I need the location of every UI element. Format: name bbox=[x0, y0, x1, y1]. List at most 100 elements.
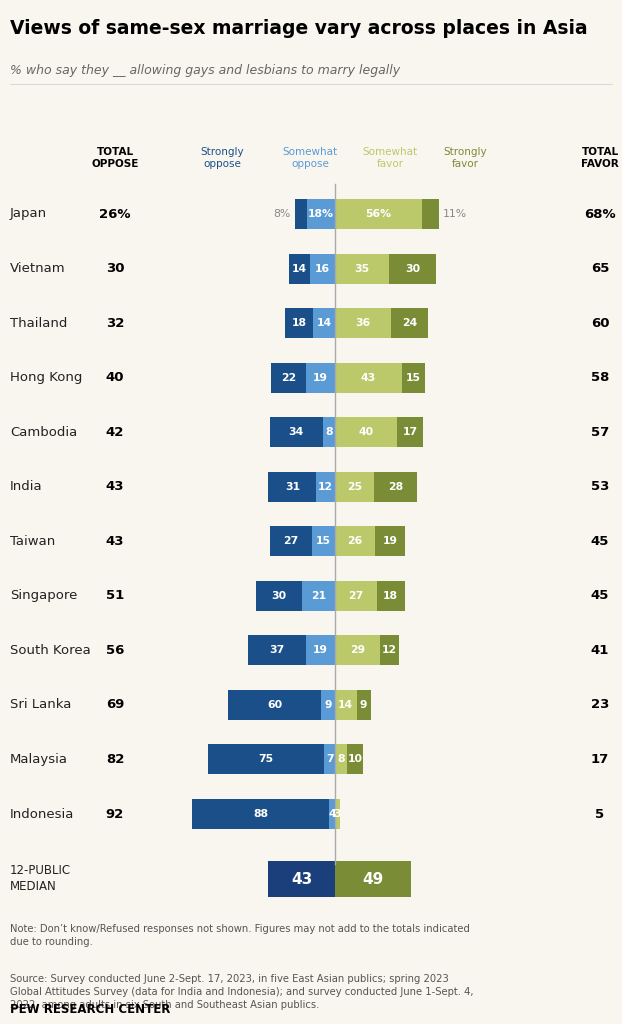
Text: 49: 49 bbox=[363, 871, 384, 887]
Text: 17: 17 bbox=[591, 753, 609, 766]
Bar bbox=[305, 362, 335, 392]
Bar bbox=[302, 581, 335, 611]
Text: 10: 10 bbox=[348, 755, 363, 765]
Bar bbox=[268, 861, 335, 897]
Text: 16: 16 bbox=[315, 263, 330, 273]
Bar bbox=[335, 526, 375, 556]
Bar bbox=[321, 690, 335, 720]
Text: 60: 60 bbox=[591, 316, 610, 330]
Text: 68%: 68% bbox=[584, 208, 616, 220]
Text: 34: 34 bbox=[289, 427, 304, 437]
Text: 25: 25 bbox=[347, 481, 362, 492]
Text: 45: 45 bbox=[591, 535, 609, 548]
Text: 5: 5 bbox=[595, 808, 605, 820]
Text: 14: 14 bbox=[317, 318, 332, 328]
Text: 11%: 11% bbox=[443, 209, 467, 219]
Bar bbox=[248, 635, 305, 666]
Text: 14: 14 bbox=[292, 263, 307, 273]
Text: 8: 8 bbox=[338, 755, 345, 765]
Text: 3: 3 bbox=[333, 809, 341, 819]
Text: 40: 40 bbox=[106, 371, 124, 384]
Text: 17: 17 bbox=[402, 427, 418, 437]
Bar bbox=[323, 417, 335, 447]
Text: 18: 18 bbox=[383, 591, 398, 601]
Text: 22: 22 bbox=[281, 373, 296, 383]
Text: 88: 88 bbox=[253, 809, 268, 819]
Bar bbox=[374, 472, 417, 502]
Text: 30: 30 bbox=[405, 263, 420, 273]
Bar bbox=[375, 526, 405, 556]
Text: 18: 18 bbox=[292, 318, 307, 328]
Text: 60: 60 bbox=[267, 700, 282, 710]
Text: 57: 57 bbox=[591, 426, 609, 438]
Text: 43: 43 bbox=[361, 373, 376, 383]
Text: 56%: 56% bbox=[365, 209, 391, 219]
Text: 26%: 26% bbox=[100, 208, 131, 220]
Text: Source: Survey conducted June 2-Sept. 17, 2023, in five East Asian publics; spri: Source: Survey conducted June 2-Sept. 17… bbox=[10, 974, 473, 1011]
Text: 65: 65 bbox=[591, 262, 609, 275]
Text: TOTAL
FAVOR: TOTAL FAVOR bbox=[581, 147, 619, 169]
Bar bbox=[208, 744, 324, 774]
Bar bbox=[402, 362, 425, 392]
Text: 56: 56 bbox=[106, 644, 124, 656]
Bar bbox=[307, 199, 335, 229]
Text: 8: 8 bbox=[325, 427, 333, 437]
Bar bbox=[389, 254, 436, 284]
Text: Taiwan: Taiwan bbox=[10, 535, 55, 548]
Bar bbox=[192, 799, 329, 829]
Bar bbox=[270, 526, 312, 556]
Text: Sri Lanka: Sri Lanka bbox=[10, 698, 72, 712]
Text: 12: 12 bbox=[318, 481, 333, 492]
Text: Strongly
favor: Strongly favor bbox=[443, 147, 487, 169]
Text: Somewhat
oppose: Somewhat oppose bbox=[282, 147, 338, 169]
Bar bbox=[397, 417, 424, 447]
Bar bbox=[335, 799, 340, 829]
Text: 30: 30 bbox=[272, 591, 287, 601]
Text: 19: 19 bbox=[313, 645, 328, 655]
Text: Note: Don’t know/Refused responses not shown. Figures may not add to the totals : Note: Don’t know/Refused responses not s… bbox=[10, 924, 470, 947]
Text: Indonesia: Indonesia bbox=[10, 808, 75, 820]
Text: 51: 51 bbox=[106, 590, 124, 602]
Bar bbox=[348, 744, 363, 774]
Bar bbox=[295, 199, 307, 229]
Text: 69: 69 bbox=[106, 698, 124, 712]
Text: 30: 30 bbox=[106, 262, 124, 275]
Text: 14: 14 bbox=[338, 700, 353, 710]
Text: 9: 9 bbox=[324, 700, 332, 710]
Text: 41: 41 bbox=[591, 644, 609, 656]
Bar bbox=[380, 635, 399, 666]
Text: 26: 26 bbox=[348, 537, 363, 546]
Bar bbox=[313, 308, 335, 338]
Text: 15: 15 bbox=[406, 373, 420, 383]
Bar bbox=[356, 690, 371, 720]
Text: 27: 27 bbox=[348, 591, 363, 601]
Text: 18%: 18% bbox=[308, 209, 334, 219]
Text: 36: 36 bbox=[355, 318, 371, 328]
Text: India: India bbox=[10, 480, 43, 494]
Bar bbox=[289, 254, 310, 284]
Bar bbox=[335, 417, 397, 447]
Bar bbox=[310, 254, 335, 284]
Bar bbox=[335, 581, 377, 611]
Bar bbox=[335, 635, 380, 666]
Bar bbox=[335, 744, 348, 774]
Bar bbox=[422, 199, 439, 229]
Text: 40: 40 bbox=[358, 427, 374, 437]
Text: % who say they __ allowing gays and lesbians to marry legally: % who say they __ allowing gays and lesb… bbox=[10, 63, 400, 77]
Bar bbox=[335, 362, 402, 392]
Bar bbox=[335, 472, 374, 502]
Text: Malaysia: Malaysia bbox=[10, 753, 68, 766]
Text: 7: 7 bbox=[326, 755, 333, 765]
Bar bbox=[312, 526, 335, 556]
Text: 12: 12 bbox=[382, 645, 397, 655]
Text: 42: 42 bbox=[106, 426, 124, 438]
Text: 4: 4 bbox=[328, 809, 336, 819]
Bar bbox=[271, 362, 305, 392]
Text: 75: 75 bbox=[259, 755, 274, 765]
Text: 23: 23 bbox=[591, 698, 609, 712]
Text: 43: 43 bbox=[106, 480, 124, 494]
Bar bbox=[285, 308, 313, 338]
Bar bbox=[305, 635, 335, 666]
Text: 15: 15 bbox=[316, 537, 331, 546]
Bar bbox=[324, 744, 335, 774]
